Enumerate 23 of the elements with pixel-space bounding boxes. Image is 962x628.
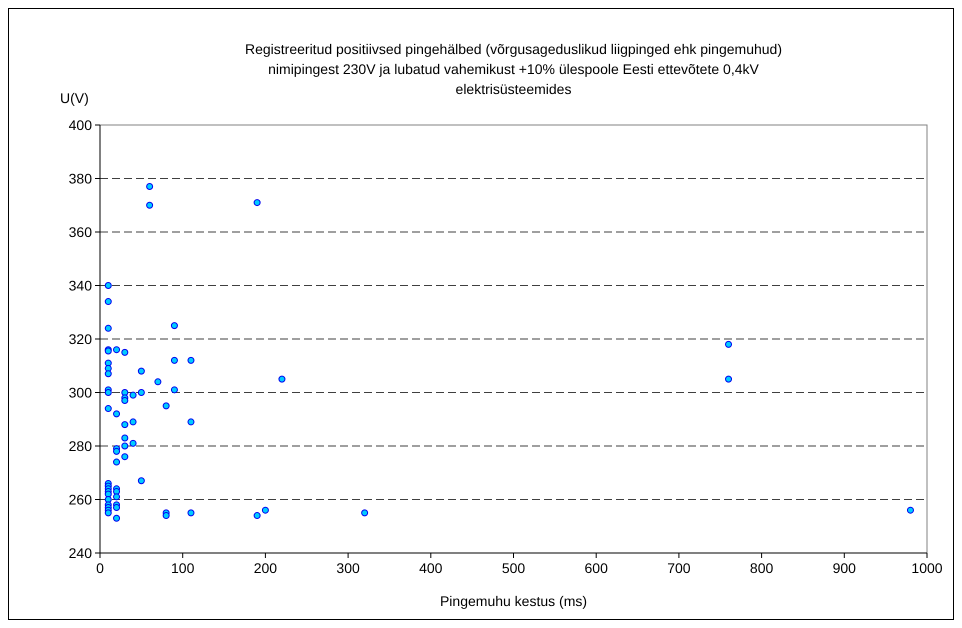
x-tick-label: 600	[584, 560, 608, 576]
y-tick-label: 400	[68, 116, 92, 133]
x-tick-label: 400	[419, 560, 443, 576]
x-tick-label: 800	[750, 560, 774, 576]
x-tick-label: 500	[502, 560, 526, 576]
y-tick-label: 280	[68, 438, 92, 454]
y-tick-label: 300	[68, 384, 92, 400]
chart-title: Registreeritud positiivsed pingehälbed (võrgusageduslikud liigpinged ehk pingemuhud) nimipingest 230V ja lubatud vahemikust +10% ülespoole Eesti ettevõtete 0,4kV elektrisüsteemides	[244, 41, 782, 97]
y-tick-label: 360	[68, 224, 92, 240]
y-tick-label: 240	[68, 544, 92, 561]
x-tick-label: 900	[832, 560, 856, 576]
y-tick-label: 340	[68, 277, 92, 294]
x-tick-label: 0	[96, 560, 104, 576]
x-tick-label: 200	[254, 560, 278, 576]
y-tick-label: 260	[68, 491, 92, 508]
x-tick-label: 300	[336, 560, 360, 576]
x-tick-label: 1000	[911, 560, 943, 576]
y-tick-label: 320	[68, 330, 92, 347]
y-axis-title: U(V)	[60, 90, 89, 106]
x-axis-title: Pingemuhu kestus (ms)	[440, 593, 588, 609]
x-tick-label: 100	[171, 560, 195, 576]
x-tick-label: 700	[667, 560, 691, 576]
y-tick-label: 380	[68, 170, 92, 186]
